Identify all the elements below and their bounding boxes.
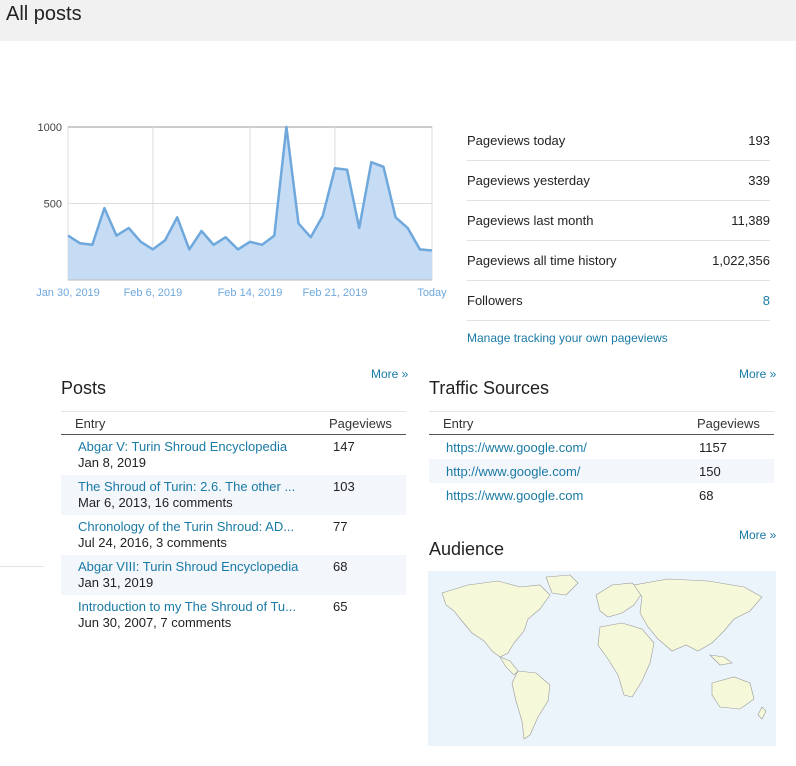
stat-value: 193 <box>748 133 770 148</box>
divider <box>0 566 44 567</box>
stat-value: 11,389 <box>731 213 770 228</box>
stat-followers: Followers 8 <box>467 281 770 321</box>
stat-pageviews-last-month: Pageviews last month 11,389 <box>467 201 770 241</box>
followers-link[interactable]: 8 <box>762 293 770 308</box>
posts-title: Posts <box>61 378 107 398</box>
stat-label: Pageviews today <box>467 133 566 148</box>
stat-value: 339 <box>748 173 770 188</box>
post-meta: Jun 30, 2007, 7 comments <box>78 615 232 630</box>
post-link[interactable]: Abgar V: Turin Shroud Encyclopedia <box>78 439 288 454</box>
table-row: https://www.google.com/ 1157 <box>429 435 774 459</box>
post-pageviews: 68 <box>333 559 348 574</box>
post-meta: Jan 8, 2019 <box>78 455 146 470</box>
traffic-table: Entry Pageviews https://www.google.com/ … <box>429 411 774 507</box>
post-meta: Mar 6, 2013, 16 comments <box>78 495 233 510</box>
world-map-icon <box>441 574 767 740</box>
traffic-source-link[interactable]: http://www.google.com/ <box>446 463 581 479</box>
traffic-pageviews: 1157 <box>699 439 727 455</box>
audience-more-link[interactable]: More » <box>739 528 777 542</box>
x-tick-label: Feb 6, 2019 <box>124 287 183 299</box>
stat-pageviews-yesterday: Pageviews yesterday 339 <box>467 161 770 201</box>
audience-title: Audience <box>429 539 505 559</box>
page-title: All posts <box>6 3 82 25</box>
stat-label: Followers <box>467 293 523 308</box>
traffic-title: Traffic Sources <box>429 378 550 398</box>
posts-more-link[interactable]: More » <box>371 367 409 381</box>
table-row: http://www.google.com/ 150 <box>429 459 774 483</box>
post-link[interactable]: Introduction to my The Shroud of Tu... <box>78 599 296 614</box>
stat-pageviews-all-time: Pageviews all time history 1,022,356 <box>467 241 770 281</box>
x-tick-label: Jan 30, 2019 <box>36 287 100 299</box>
traffic-pageviews: 150 <box>699 463 721 479</box>
post-link[interactable]: The Shroud of Turin: 2.6. The other ... <box>78 479 296 494</box>
table-row: https://www.google.com 68 <box>429 483 774 507</box>
x-tick-label: Today <box>417 287 447 299</box>
posts-table-header: Entry Pageviews <box>61 411 406 435</box>
post-link[interactable]: Abgar VIII: Turin Shroud Encyclopedia <box>78 559 299 574</box>
y-tick-label: 500 <box>44 199 62 211</box>
traffic-pageviews: 68 <box>699 487 714 503</box>
table-row: Chronology of the Turin Shroud: AD... Jul… <box>61 515 406 555</box>
x-tick-label: Feb 21, 2019 <box>303 287 368 299</box>
post-meta: Jul 24, 2016, 3 comments <box>78 535 227 550</box>
manage-tracking-link[interactable]: Manage tracking your own pageviews <box>467 331 668 345</box>
stat-value: 1,022,356 <box>712 253 770 268</box>
col-pageviews: Pageviews <box>697 415 760 431</box>
series-line <box>67 125 433 252</box>
post-pageviews: 103 <box>333 479 355 494</box>
traffic-more-link[interactable]: More » <box>739 367 777 381</box>
traffic-table-header: Entry Pageviews <box>429 411 774 435</box>
post-meta: Jan 31, 2019 <box>78 575 154 590</box>
stat-label: Pageviews last month <box>467 213 594 228</box>
y-tick-label: 1000 <box>38 122 62 134</box>
post-link[interactable]: Chronology of the Turin Shroud: AD... <box>78 519 295 534</box>
post-pageviews: 65 <box>333 599 348 614</box>
post-pageviews: 147 <box>333 439 355 454</box>
pageviews-chart: 1000 500 Jan 30, 2019 Feb 6, 2019 Feb 14, 20… <box>36 122 447 299</box>
col-entry: Entry <box>443 415 474 431</box>
table-row: Abgar V: Turin Shroud Encyclopedia Jan 8,… <box>61 435 406 475</box>
stat-label: Pageviews yesterday <box>467 173 590 188</box>
table-row: The Shroud of Turin: 2.6. The other ... M… <box>61 475 406 515</box>
x-tick-label: Feb 14, 2019 <box>218 287 283 299</box>
traffic-source-link[interactable]: https://www.google.com/ <box>446 439 587 455</box>
table-row: Abgar VIII: Turin Shroud Encyclopedia Jan… <box>61 555 406 595</box>
col-pageviews: Pageviews <box>329 415 392 431</box>
table-row: Introduction to my The Shroud of Tu... Ju… <box>61 595 406 635</box>
stat-pageviews-today: Pageviews today 193 <box>467 121 770 161</box>
stats-table: Pageviews today 193 Pageviews yesterday … <box>467 121 770 321</box>
posts-table: Entry Pageviews Abgar V: Turin Shroud En… <box>61 411 406 635</box>
traffic-source-link[interactable]: https://www.google.com <box>446 487 584 503</box>
audience-map <box>428 571 776 746</box>
stat-label: Pageviews all time history <box>467 253 617 268</box>
page-header: All posts <box>0 0 796 41</box>
series-area <box>68 127 432 280</box>
post-pageviews: 77 <box>333 519 348 534</box>
col-entry: Entry <box>75 415 106 431</box>
